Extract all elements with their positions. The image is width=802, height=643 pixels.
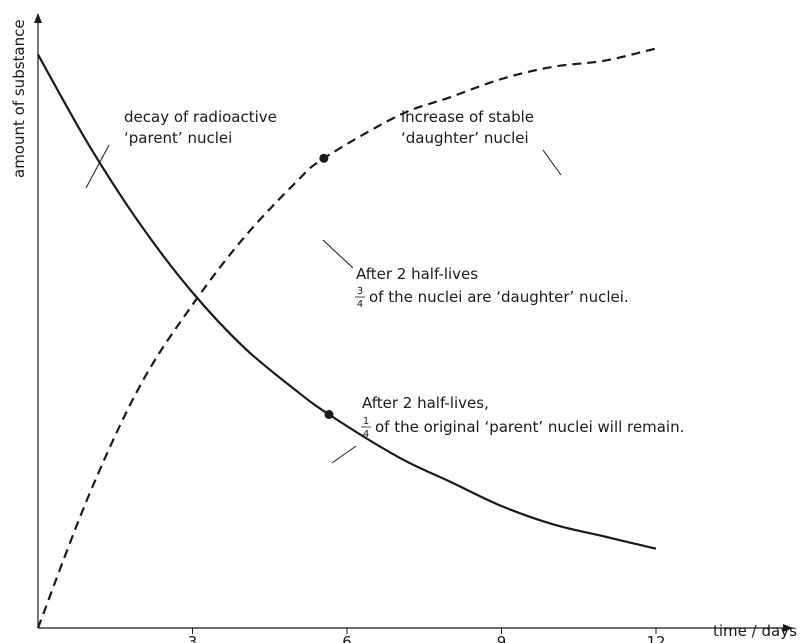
daughter-half-life-point [319,153,329,163]
parent-label-pointer [85,144,110,189]
svg-text:1: 1 [363,416,369,427]
svg-text:of the nuclei are ‘daughter’ n: of the nuclei are ‘daughter’ nuclei. [369,288,629,306]
parent-curve-label: decay of radioactive ‘parent’ nuclei [124,108,282,147]
daughter-point-pointer [322,239,354,269]
y-axis-label: amount of substance [10,19,28,178]
parent-point-annotation: After 2 half-lives, 1 4 of the original … [361,394,684,440]
parent-point-pointer [331,445,357,464]
x-axis-label: time / days [713,622,797,640]
svg-text:4: 4 [357,299,363,310]
daughter-label-pointer [542,149,562,176]
parent-nuclei-curve [37,54,657,550]
x-tick-label: 12 [646,633,665,643]
daughter-nuclei-curve [36,47,657,629]
svg-text:After 2 half-lives,: After 2 half-lives, [362,394,489,412]
x-ticks: 3 6 9 12 [188,628,666,643]
daughter-point-annotation: After 2 half-lives 3 4 of the nuclei are… [355,265,629,310]
svg-text:3: 3 [357,286,363,297]
svg-text:of the original ‘parent’ nucle: of the original ‘parent’ nuclei will rem… [375,418,684,436]
parent-half-life-point [324,410,334,419]
x-tick-label: 6 [342,633,352,643]
svg-text:4: 4 [363,429,369,440]
svg-text:After 2 half-lives: After 2 half-lives [356,265,478,283]
daughter-curve-label: increase of stable ‘daughter’ nuclei [401,108,539,147]
x-tick-label: 9 [497,633,507,643]
x-tick-label: 3 [188,633,198,643]
